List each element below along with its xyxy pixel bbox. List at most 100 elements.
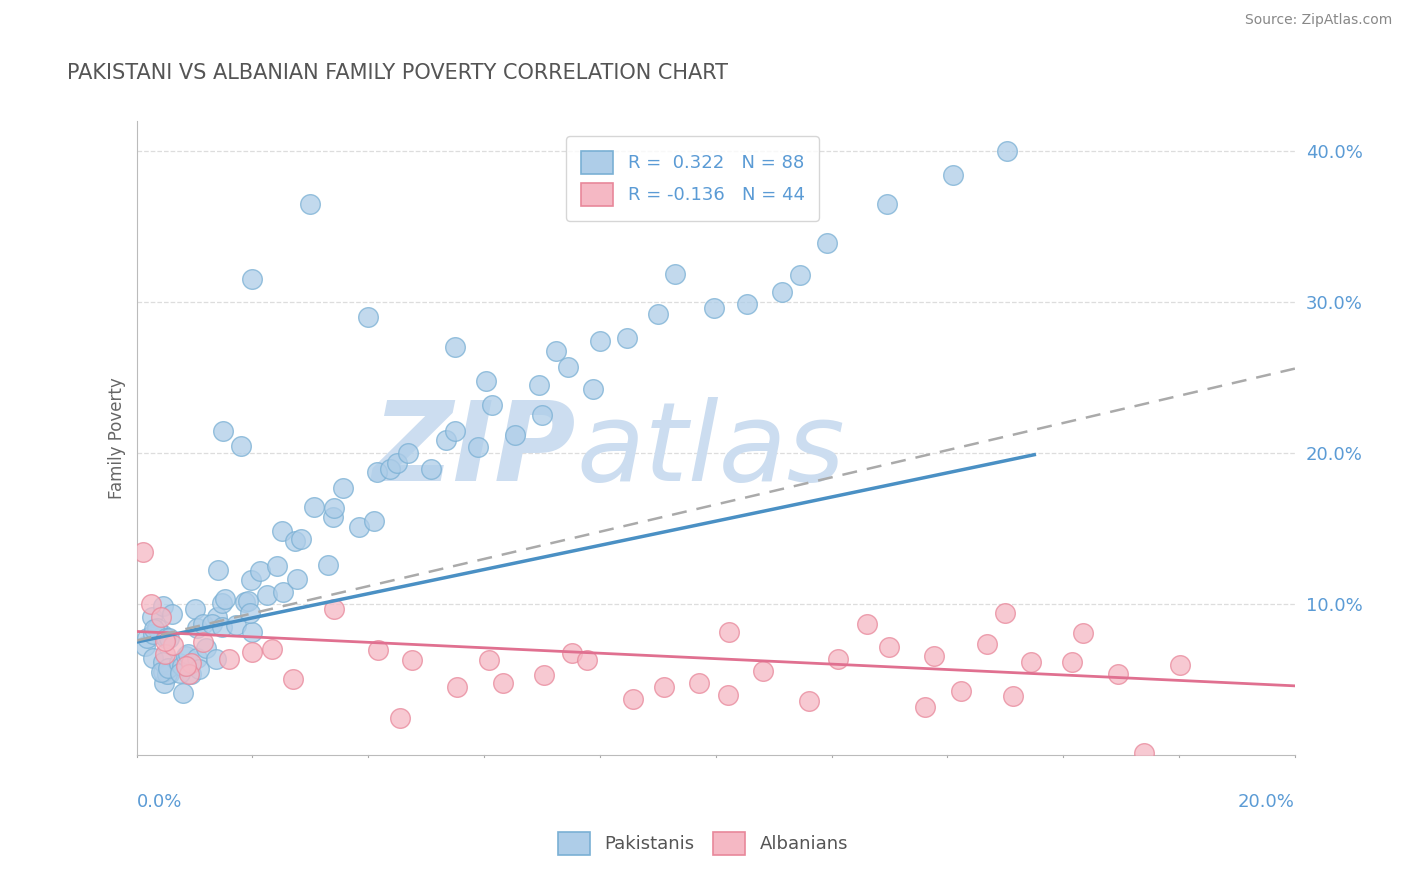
Point — [191, 634, 214, 648]
Point — [533, 668, 555, 682]
Point — [174, 648, 197, 663]
Point — [446, 680, 468, 694]
Point — [155, 631, 177, 645]
Legend: Pakistanis, Albanians: Pakistanis, Albanians — [543, 817, 863, 870]
Point — [589, 334, 612, 348]
Point — [180, 667, 202, 681]
Point — [169, 665, 191, 680]
Point — [201, 617, 224, 632]
Point — [136, 631, 159, 645]
Point — [207, 563, 229, 577]
Point — [561, 646, 583, 660]
Text: ZIP: ZIP — [373, 397, 576, 504]
Point — [477, 653, 499, 667]
Point — [239, 606, 262, 620]
Point — [1060, 655, 1083, 669]
Point — [157, 631, 180, 645]
Point — [995, 144, 1018, 158]
Point — [582, 382, 605, 396]
Point — [316, 558, 339, 573]
Point — [1071, 625, 1094, 640]
Point — [153, 633, 176, 648]
Point — [530, 408, 553, 422]
Point — [239, 573, 262, 587]
Point — [942, 168, 965, 182]
Text: 0.0%: 0.0% — [136, 793, 181, 812]
Point — [218, 651, 240, 665]
Point — [492, 675, 515, 690]
Point — [142, 651, 165, 665]
Point — [770, 285, 793, 299]
Legend: R =  0.322   N = 88, R = -0.136   N = 44: R = 0.322 N = 88, R = -0.136 N = 44 — [567, 136, 820, 220]
Point — [366, 465, 388, 479]
Point — [717, 625, 740, 640]
Point — [299, 197, 322, 211]
Point — [150, 610, 173, 624]
Point — [752, 664, 775, 678]
Point — [233, 595, 256, 609]
Point — [544, 344, 567, 359]
Point — [367, 643, 389, 657]
Point — [184, 602, 207, 616]
Point — [141, 610, 163, 624]
Point — [575, 653, 598, 667]
Point — [152, 656, 174, 670]
Point — [152, 628, 174, 642]
Point — [396, 446, 419, 460]
Point — [922, 649, 945, 664]
Point — [150, 665, 173, 680]
Point — [444, 340, 467, 354]
Point — [160, 607, 183, 622]
Point — [347, 519, 370, 533]
Point — [322, 510, 344, 524]
Point — [467, 440, 489, 454]
Text: 20.0%: 20.0% — [1239, 793, 1295, 812]
Point — [994, 607, 1017, 621]
Point — [475, 374, 498, 388]
Point — [285, 572, 308, 586]
Point — [827, 652, 849, 666]
Point — [153, 675, 176, 690]
Point — [503, 428, 526, 442]
Point — [879, 640, 901, 654]
Point — [180, 657, 202, 671]
Text: atlas: atlas — [576, 397, 845, 504]
Point — [654, 681, 676, 695]
Point — [380, 462, 402, 476]
Point — [529, 378, 551, 392]
Point — [177, 647, 200, 661]
Point — [401, 653, 423, 667]
Point — [167, 656, 190, 670]
Point — [332, 481, 354, 495]
Point — [205, 610, 228, 624]
Point — [205, 651, 228, 665]
Point — [1107, 666, 1129, 681]
Point — [357, 310, 380, 325]
Point — [949, 683, 972, 698]
Point — [187, 661, 209, 675]
Point — [186, 621, 208, 635]
Point — [177, 667, 200, 681]
Point — [717, 688, 740, 702]
Point — [152, 665, 174, 680]
Point — [153, 647, 176, 661]
Point — [157, 661, 180, 675]
Point — [211, 620, 233, 634]
Point — [735, 297, 758, 311]
Point — [270, 524, 292, 539]
Point — [139, 597, 162, 611]
Point — [225, 617, 247, 632]
Point — [273, 584, 295, 599]
Point — [703, 301, 725, 315]
Point — [876, 196, 898, 211]
Point — [363, 514, 385, 528]
Point — [1133, 746, 1156, 760]
Point — [688, 676, 710, 690]
Point — [260, 641, 283, 656]
Point — [131, 545, 153, 559]
Point — [142, 627, 165, 641]
Point — [186, 651, 208, 665]
Point — [664, 267, 686, 281]
Point — [284, 533, 307, 548]
Point — [302, 500, 325, 514]
